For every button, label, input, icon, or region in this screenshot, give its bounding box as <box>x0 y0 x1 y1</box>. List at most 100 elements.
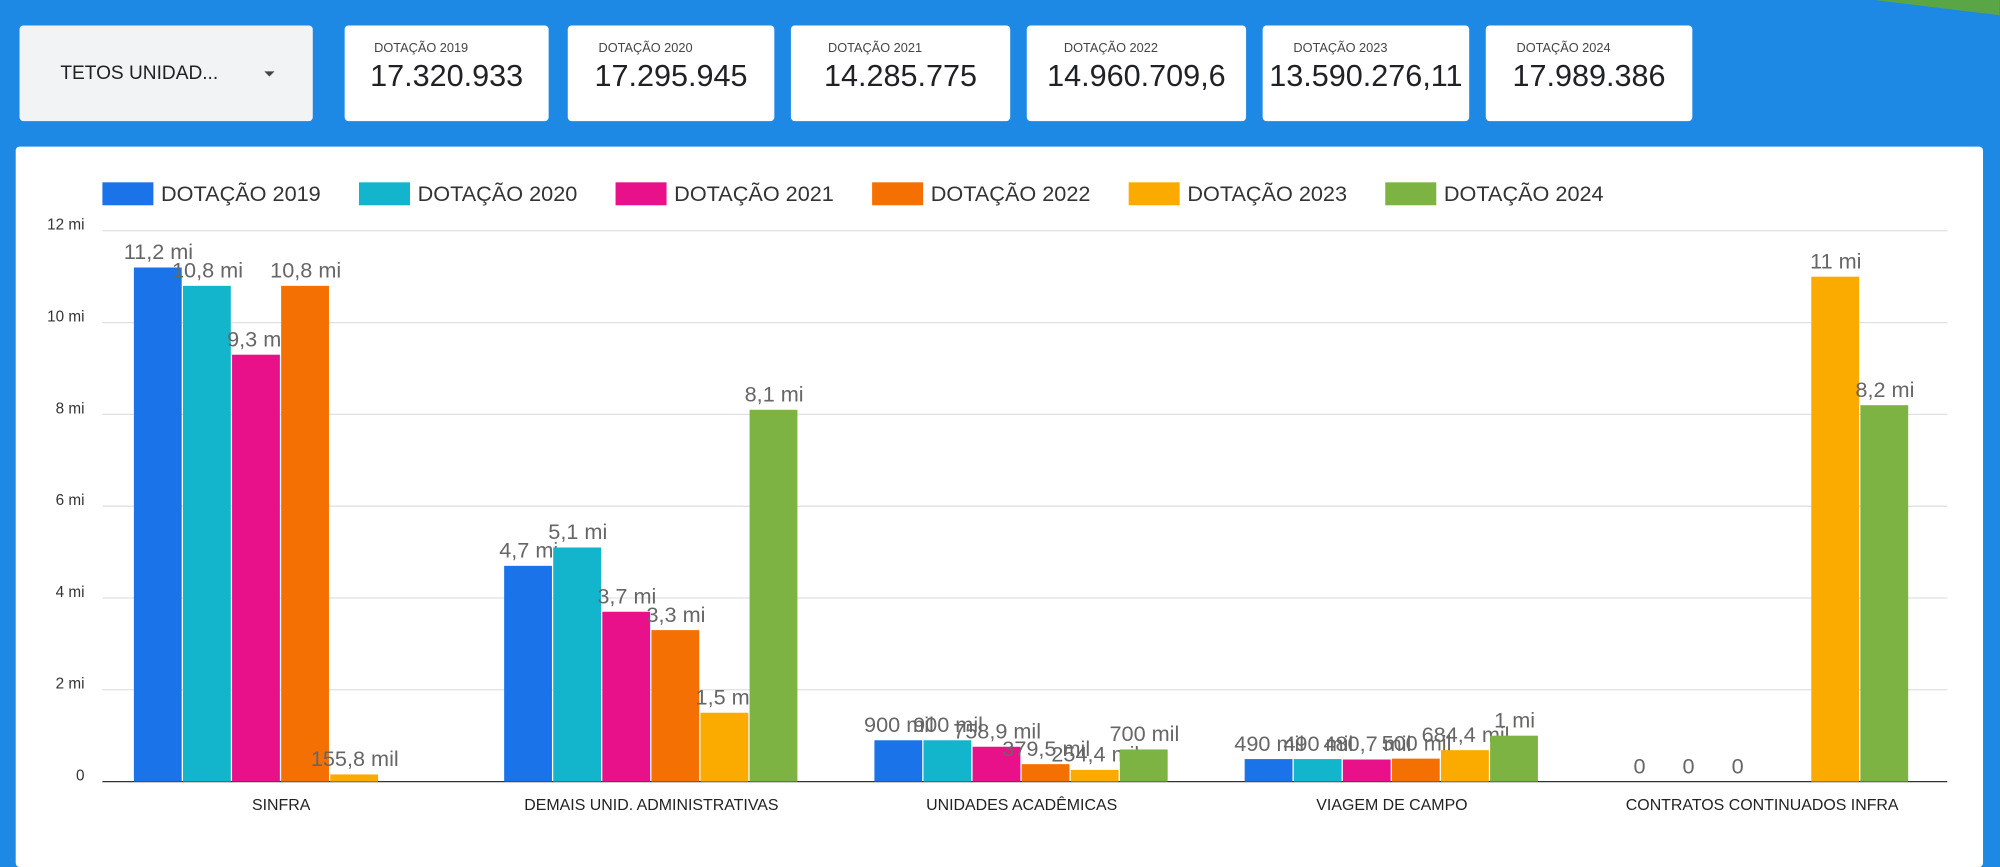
corner-decoration <box>1874 0 2000 16</box>
dropdown-label[interactable]: TETOS UNIDAD... <box>60 63 218 84</box>
bar <box>553 547 602 782</box>
x-tick-label: VIAGEM DE CAMPO <box>1316 797 1467 814</box>
legend-swatch <box>872 182 924 206</box>
scorecard-value: 14.960.709,6 <box>1047 59 1226 93</box>
bar <box>1342 759 1391 782</box>
data-label: 900 mil <box>913 712 983 737</box>
data-label: 10,8 mi <box>172 258 243 283</box>
x-tick-label: DEMAIS UNID. ADMINISTRATIVAS <box>524 797 778 814</box>
data-label: 758,9 mil <box>953 718 1041 743</box>
scorecard-value: 17.989.386 <box>1513 59 1666 93</box>
legend-label: DOTAÇÃO 2022 <box>931 181 1091 206</box>
bar <box>874 740 923 782</box>
scorecard <box>344 25 549 122</box>
data-label: 700 mil <box>1109 721 1179 746</box>
y-tick-label: 8 mi <box>56 400 85 417</box>
data-label: 10,8 mi <box>270 258 341 283</box>
bar <box>923 740 972 782</box>
data-label: 500 mil <box>1382 730 1452 755</box>
dropdown-arrow[interactable] <box>264 71 275 77</box>
y-tick-label: 0 <box>76 768 85 785</box>
scorecards: DOTAÇÃO 2019 17.320.933 DOTAÇÃO 2020 17.295… <box>344 25 1693 122</box>
bar <box>749 409 798 782</box>
bar <box>602 611 651 782</box>
scorecard-title: DOTAÇÃO 2022 <box>1064 40 1158 55</box>
legend-swatch <box>1385 182 1437 206</box>
scorecard-value: 14.285.775 <box>824 59 977 93</box>
scorecard <box>567 25 775 122</box>
bar <box>182 285 231 782</box>
legend-swatch <box>358 182 410 206</box>
scorecard-title: DOTAÇÃO 2023 <box>1293 40 1387 55</box>
bar <box>504 565 552 782</box>
bar <box>1811 276 1860 782</box>
bar <box>972 746 1021 782</box>
scorecard <box>1026 25 1247 122</box>
bar <box>1021 764 1070 782</box>
legend-label: DOTAÇÃO 2019 <box>161 181 321 206</box>
legend-label: DOTAÇÃO 2020 <box>418 181 578 206</box>
y-tick-label: 4 mi <box>56 584 85 601</box>
legend-label: DOTAÇÃO 2023 <box>1187 181 1347 206</box>
scorecard <box>1262 25 1470 122</box>
bar <box>651 630 700 782</box>
data-label: 11 mi <box>1810 248 1861 273</box>
bar <box>1490 735 1538 782</box>
bar <box>1244 759 1293 782</box>
data-label: 3,3 mi <box>646 602 705 627</box>
dropdown[interactable]: TETOS UNIDAD... <box>19 25 313 122</box>
legend-swatch <box>615 182 667 206</box>
bar <box>1293 759 1342 782</box>
data-label: 480,7 mil <box>1323 731 1411 756</box>
data-label: 1 mi <box>1494 707 1535 732</box>
x-tick-label: UNIDADES ACADÊMICAS <box>926 795 1117 814</box>
bar <box>1391 758 1440 782</box>
data-label: 900 mil <box>864 712 934 737</box>
scorecard-title: DOTAÇÃO 2024 <box>1517 40 1611 55</box>
scorecard-title: DOTAÇÃO 2021 <box>828 40 922 55</box>
data-label: 8,2 mi <box>1855 377 1914 402</box>
bar <box>1070 769 1119 782</box>
y-tick-label: 10 mi <box>47 309 84 326</box>
data-label: 3,7 mi <box>597 583 656 608</box>
data-label: 0 <box>1732 753 1744 778</box>
x-tick-label: CONTRATOS CONTINUADOS INFRA <box>1626 797 1899 814</box>
legend-label: DOTAÇÃO 2021 <box>674 181 834 206</box>
data-label: 490 mil <box>1234 731 1304 756</box>
legend-label: DOTAÇÃO 2024 <box>1444 181 1604 206</box>
data-label: 0 <box>1683 753 1695 778</box>
dropdown-box[interactable] <box>19 25 313 122</box>
data-label: 9,3 mi <box>227 326 286 351</box>
bar <box>1119 749 1168 782</box>
y-tick-label: 12 mi <box>47 217 84 234</box>
scorecard <box>790 25 1011 122</box>
bar <box>232 354 280 782</box>
data-label: 4,7 mi <box>499 538 558 563</box>
scorecard-value: 17.320.933 <box>370 59 523 93</box>
bar <box>1860 405 1909 782</box>
data-label: 5,1 mi <box>548 519 607 544</box>
bar <box>133 267 182 782</box>
legend-swatch <box>1128 182 1180 206</box>
scorecard-value: 13.590.276,11 <box>1269 59 1462 93</box>
bar <box>330 774 379 782</box>
chart: 0 2 mi 4 mi 6 mi 8 mi 10 mi 12 mi DOTAÇÃO 2019 D… <box>47 181 1948 814</box>
y-tick-label: 2 mi <box>56 676 85 693</box>
data-label: 11,2 mi <box>124 239 193 264</box>
data-label: 1,5 mi <box>696 684 755 709</box>
bar <box>1441 750 1489 782</box>
y-tick-label: 6 mi <box>56 492 85 509</box>
x-tick-label: SINFRA <box>252 797 311 814</box>
scorecard-title: DOTAÇÃO 2019 <box>374 40 468 55</box>
bar <box>700 712 749 782</box>
data-label: 0 <box>1633 753 1645 778</box>
data-label: 155,8 mil <box>311 746 399 771</box>
bar <box>281 285 329 782</box>
legend-swatch <box>102 182 154 206</box>
data-label: 8,1 mi <box>745 381 804 406</box>
data-label: 379,5 mil <box>1002 736 1090 761</box>
data-label: 490 mil <box>1283 731 1353 756</box>
scorecard <box>1485 25 1693 122</box>
